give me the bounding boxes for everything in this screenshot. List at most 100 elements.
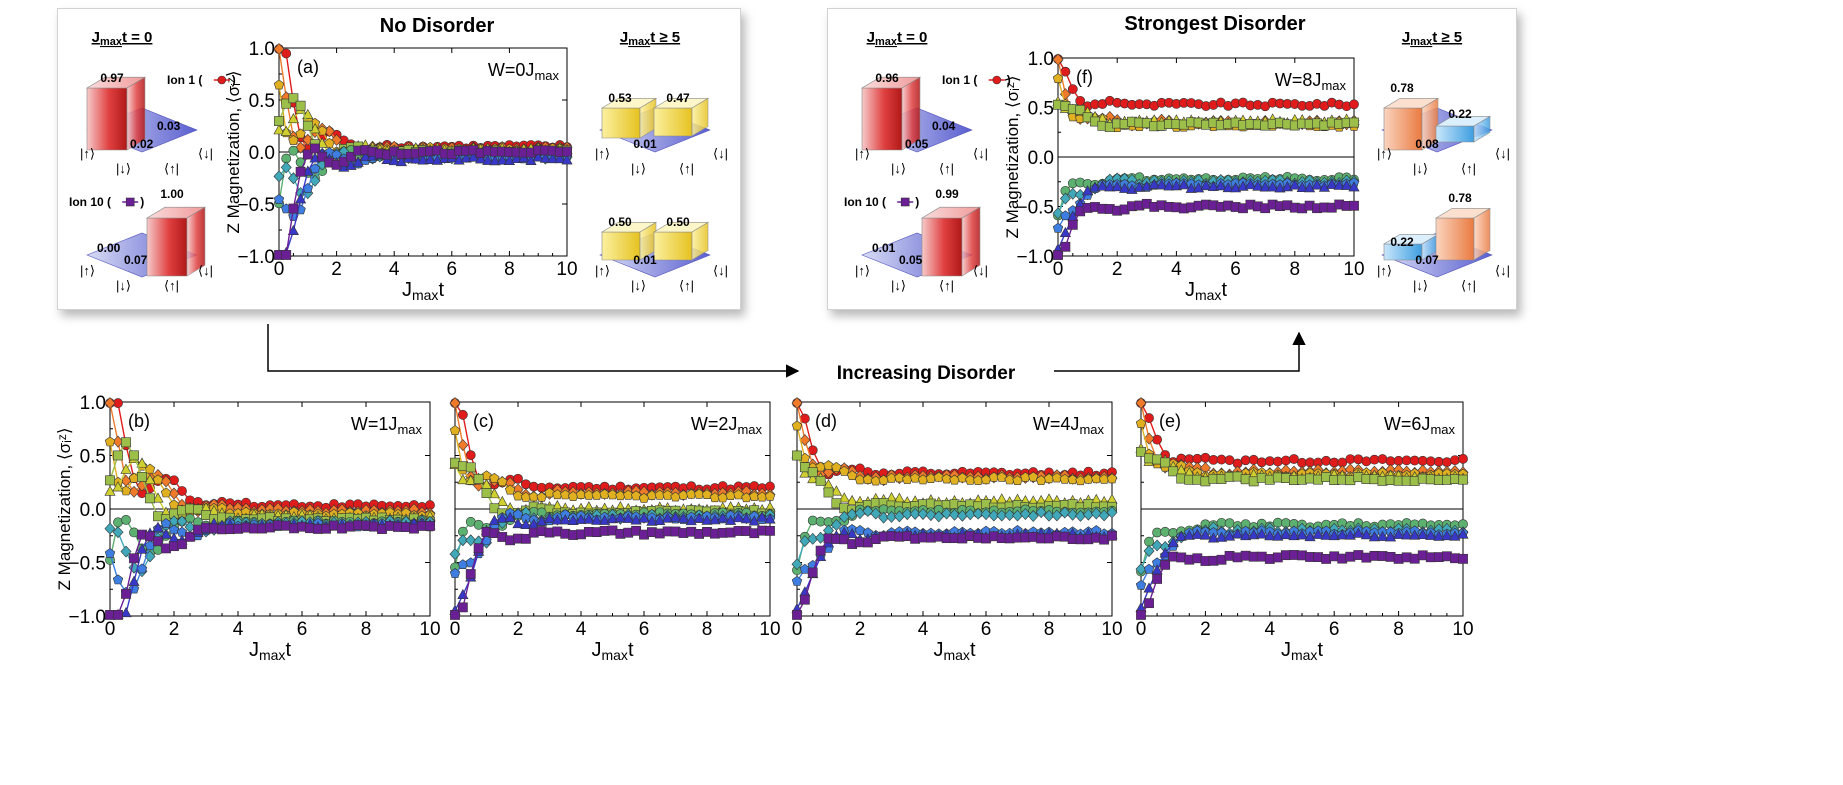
- data-point: [457, 602, 468, 613]
- data-point: [941, 507, 953, 520]
- data-point: [145, 493, 155, 504]
- data-point: [424, 153, 436, 164]
- data-point: [614, 512, 626, 523]
- data-point: [599, 488, 610, 499]
- x-tick-label: 2: [855, 619, 866, 640]
- data-point: [606, 513, 619, 524]
- series-ion-5: [1136, 446, 1468, 487]
- data-point: [457, 534, 469, 547]
- x-tick-label: 8: [1044, 619, 1055, 640]
- data-point: [317, 151, 328, 162]
- data-point: [512, 490, 524, 501]
- bar-side: [126, 76, 146, 151]
- data-point: [1433, 530, 1445, 541]
- ket-up: |↑⟩: [80, 146, 95, 161]
- data-point: [288, 135, 299, 145]
- data-point: [740, 513, 752, 524]
- data-point: [1136, 446, 1146, 457]
- data-point: [129, 450, 139, 461]
- data-point: [996, 471, 1007, 482]
- x-tick-label: 4: [576, 619, 587, 640]
- y-tick-label: −1.0: [68, 607, 106, 628]
- x-axis-label: Jmaxt: [1281, 639, 1323, 663]
- data-point: [310, 143, 320, 154]
- data-point: [1215, 531, 1228, 542]
- bar-right-top-a: [600, 97, 658, 139]
- data-point: [1256, 457, 1267, 468]
- x-tick-label: 0: [450, 619, 461, 640]
- data-point: [302, 108, 314, 119]
- data-point: [1152, 434, 1162, 445]
- x-tick-label: 6: [981, 619, 992, 640]
- data-point: [1075, 104, 1086, 115]
- y-tick-label: −1.0: [1016, 247, 1054, 268]
- data-point: [346, 151, 356, 162]
- panel-label: (e): [1159, 411, 1181, 431]
- header-left: Jmaxt = 0: [92, 29, 153, 48]
- data-point: [152, 474, 164, 485]
- data-point: [575, 513, 587, 524]
- data-point: [1336, 529, 1348, 540]
- data-point: [1264, 530, 1276, 541]
- data-point: [1091, 473, 1102, 484]
- data-point: [1215, 180, 1227, 191]
- data-point: [988, 509, 1000, 522]
- data-point: [622, 512, 634, 523]
- x-tick-label: 0: [792, 619, 803, 640]
- data-point: [281, 250, 292, 260]
- data-point: [1106, 473, 1118, 484]
- x-tick-label: 4: [1171, 259, 1182, 280]
- data-point: [1168, 466, 1179, 477]
- data-point: [104, 548, 116, 558]
- data-point: [1360, 529, 1372, 540]
- bra-up: ⟨↑|: [939, 161, 954, 176]
- data-point: [273, 124, 285, 135]
- x-tick-label: 4: [918, 619, 929, 640]
- data-point: [1458, 553, 1468, 564]
- data-point: [591, 514, 603, 525]
- data-point: [756, 511, 768, 522]
- data-series: [791, 397, 1118, 620]
- data-point: [1417, 528, 1429, 540]
- data-point: [520, 518, 532, 530]
- data-point: [488, 488, 500, 499]
- data-point: [1311, 179, 1323, 190]
- data-point: [1059, 506, 1071, 519]
- data-point: [489, 155, 501, 166]
- data-point: [273, 194, 285, 204]
- legend-paren: ): [915, 195, 919, 209]
- data-point: [496, 512, 508, 523]
- prob-label: 0.08: [1415, 137, 1439, 151]
- data-point: [331, 133, 343, 146]
- data-point: [1096, 180, 1108, 191]
- chart-title: No Disorder: [380, 15, 495, 37]
- prob-label: 0.78: [1448, 191, 1472, 205]
- series-ion-5: [1053, 99, 1359, 132]
- data-point: [561, 154, 573, 165]
- y-tick-label: 1.0: [80, 393, 106, 414]
- data-point: [160, 487, 172, 498]
- data-point: [560, 489, 571, 500]
- bra-up: ⟨↑|: [1461, 278, 1476, 293]
- data-point: [177, 486, 187, 496]
- x-tick-label: 8: [702, 619, 713, 640]
- data-point: [630, 514, 642, 525]
- data-point: [1349, 99, 1359, 110]
- data-point: [1185, 182, 1197, 193]
- bar-right-top-b: [1434, 115, 1492, 143]
- prob-label: 0.01: [872, 241, 896, 255]
- data-point: [717, 512, 729, 523]
- data-point: [511, 152, 523, 164]
- data-point: [1232, 528, 1244, 539]
- data-point: [121, 514, 131, 525]
- bar-front: [601, 107, 641, 139]
- data-point: [449, 397, 461, 410]
- data-point: [693, 488, 705, 499]
- data-point: [1135, 418, 1147, 428]
- data-point: [1104, 181, 1116, 192]
- data-point: [807, 472, 819, 484]
- x-tick-label: 2: [513, 619, 524, 640]
- x-tick-label: 4: [233, 619, 244, 640]
- data-point: [1052, 207, 1064, 220]
